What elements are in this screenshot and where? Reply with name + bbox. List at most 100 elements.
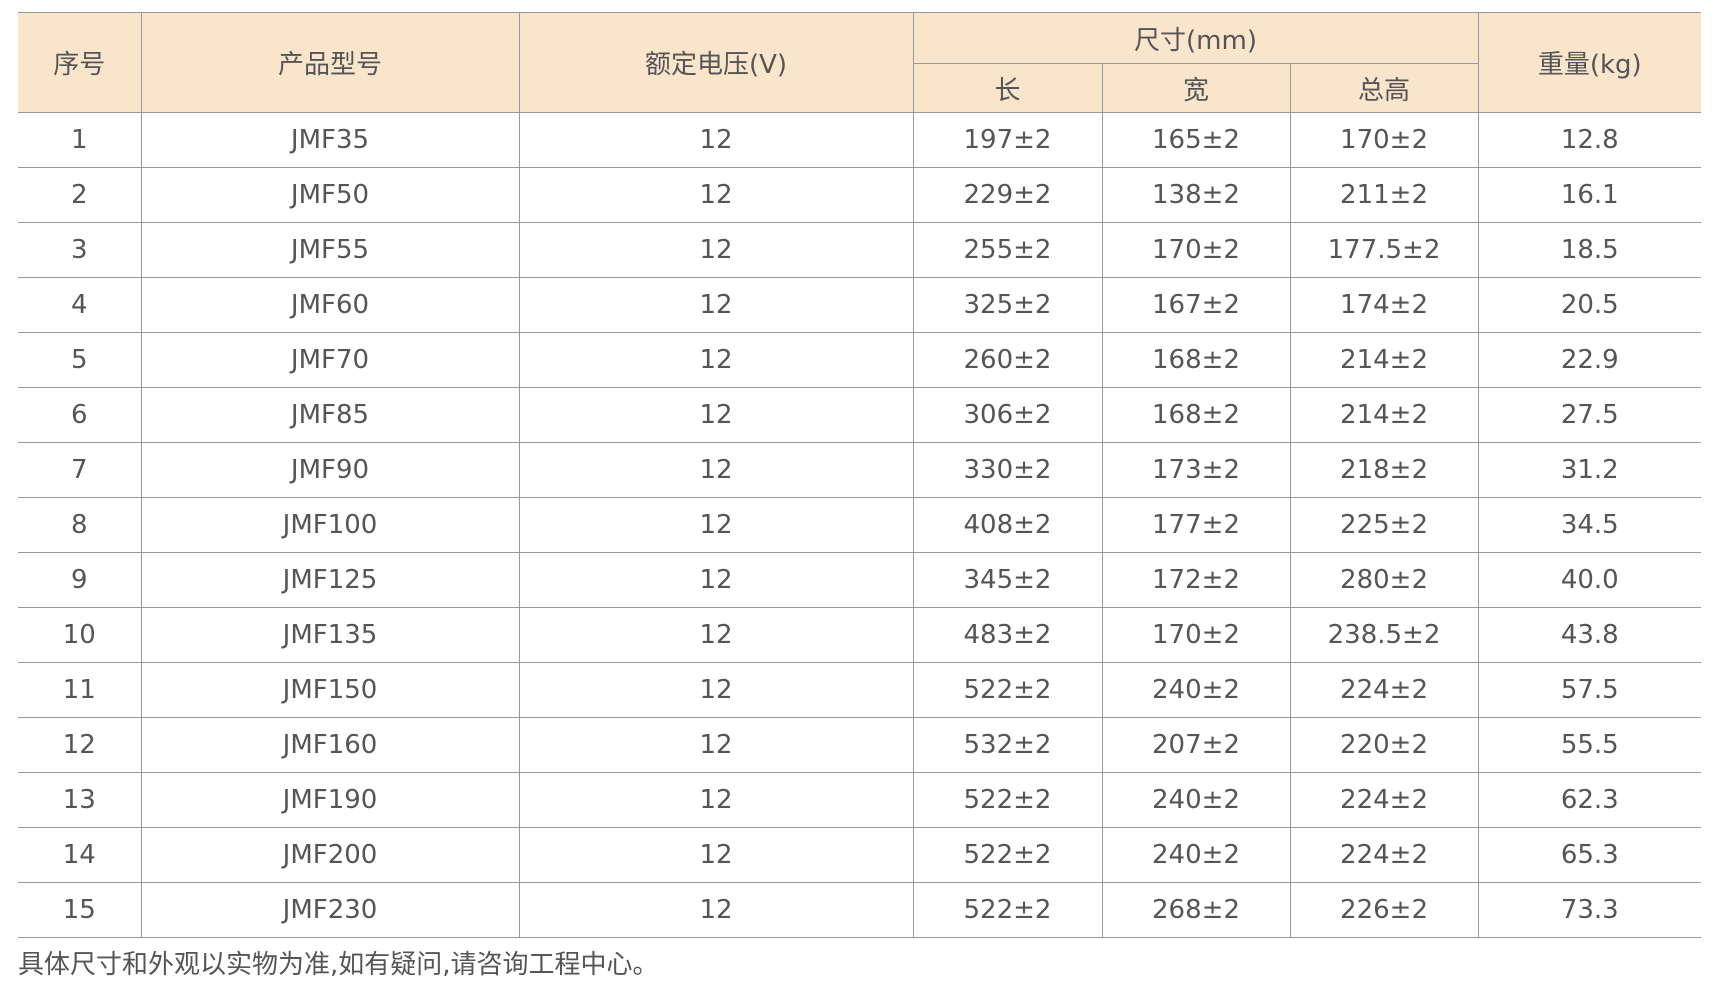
cell-index: 6 <box>18 387 142 443</box>
cell-height: 224±2 <box>1289 662 1479 718</box>
cell-index: 9 <box>18 552 142 608</box>
cell-length: 330±2 <box>912 442 1103 498</box>
cell-voltage: 12 <box>518 882 914 938</box>
cell-length: 522±2 <box>912 662 1103 718</box>
cell-height: 211±2 <box>1289 167 1479 223</box>
cell-height: 224±2 <box>1289 772 1479 828</box>
cell-index: 13 <box>18 772 142 828</box>
header-index: 序号 <box>18 12 142 113</box>
cell-index: 11 <box>18 662 142 718</box>
cell-width: 170±2 <box>1101 222 1291 278</box>
table-row: 14 JMF200 12 522±2 240±2 224±2 65.3 <box>18 827 1702 883</box>
table-row: 5 JMF70 12 260±2 168±2 214±2 22.9 <box>18 332 1702 388</box>
header-height: 总高 <box>1289 63 1479 113</box>
table-body: 1 JMF35 12 197±2 165±2 170±2 12.8 2 JMF50 12 229±2… <box>18 112 1702 938</box>
cell-height: 280±2 <box>1289 552 1479 608</box>
cell-weight: 34.5 <box>1477 497 1702 553</box>
cell-model: JMF100 <box>140 497 520 553</box>
cell-length: 306±2 <box>912 387 1103 443</box>
cell-voltage: 12 <box>518 552 914 608</box>
cell-voltage: 12 <box>518 827 914 883</box>
cell-length: 229±2 <box>912 167 1103 223</box>
cell-width: 240±2 <box>1101 662 1291 718</box>
cell-weight: 12.8 <box>1477 112 1702 168</box>
header-voltage: 额定电压(V) <box>518 12 914 113</box>
cell-weight: 40.0 <box>1477 552 1702 608</box>
cell-weight: 55.5 <box>1477 717 1702 773</box>
cell-index: 8 <box>18 497 142 553</box>
cell-weight: 43.8 <box>1477 607 1702 663</box>
cell-width: 172±2 <box>1101 552 1291 608</box>
table-row: 10 JMF135 12 483±2 170±2 238.5±2 43.8 <box>18 607 1702 663</box>
cell-index: 3 <box>18 222 142 278</box>
cell-voltage: 12 <box>518 772 914 828</box>
header-size: 尺寸(mm) <box>912 12 1479 64</box>
cell-model: JMF200 <box>140 827 520 883</box>
cell-width: 138±2 <box>1101 167 1291 223</box>
cell-index: 1 <box>18 112 142 168</box>
cell-height: 220±2 <box>1289 717 1479 773</box>
cell-index: 15 <box>18 882 142 938</box>
cell-weight: 16.1 <box>1477 167 1702 223</box>
table-row: 13 JMF190 12 522±2 240±2 224±2 62.3 <box>18 772 1702 828</box>
cell-weight: 22.9 <box>1477 332 1702 388</box>
product-spec-table: 序号 产品型号 额定电压(V) 尺寸(mm) 重量(kg) 长 宽 总高 1 JM… <box>18 12 1702 938</box>
cell-model: JMF160 <box>140 717 520 773</box>
cell-model: JMF150 <box>140 662 520 718</box>
cell-weight: 62.3 <box>1477 772 1702 828</box>
cell-height: 170±2 <box>1289 112 1479 168</box>
cell-length: 408±2 <box>912 497 1103 553</box>
header-model: 产品型号 <box>140 12 520 113</box>
cell-model: JMF85 <box>140 387 520 443</box>
cell-model: JMF50 <box>140 167 520 223</box>
cell-height: 218±2 <box>1289 442 1479 498</box>
cell-weight: 18.5 <box>1477 222 1702 278</box>
cell-index: 14 <box>18 827 142 883</box>
cell-model: JMF70 <box>140 332 520 388</box>
cell-width: 168±2 <box>1101 332 1291 388</box>
cell-length: 483±2 <box>912 607 1103 663</box>
cell-index: 5 <box>18 332 142 388</box>
cell-model: JMF135 <box>140 607 520 663</box>
cell-width: 207±2 <box>1101 717 1291 773</box>
header-length: 长 <box>913 63 1103 113</box>
table-row: 4 JMF60 12 325±2 167±2 174±2 20.5 <box>18 277 1702 333</box>
cell-height: 238.5±2 <box>1289 607 1479 663</box>
cell-height: 224±2 <box>1289 827 1479 883</box>
cell-index: 12 <box>18 717 142 773</box>
cell-voltage: 12 <box>518 277 914 333</box>
cell-height: 214±2 <box>1289 332 1479 388</box>
cell-height: 225±2 <box>1289 497 1479 553</box>
cell-width: 170±2 <box>1101 607 1291 663</box>
cell-width: 168±2 <box>1101 387 1291 443</box>
table-row: 6 JMF85 12 306±2 168±2 214±2 27.5 <box>18 387 1702 443</box>
header-width: 宽 <box>1101 63 1291 113</box>
cell-model: JMF35 <box>140 112 520 168</box>
cell-width: 167±2 <box>1101 277 1291 333</box>
cell-length: 345±2 <box>912 552 1103 608</box>
cell-length: 255±2 <box>912 222 1103 278</box>
cell-weight: 31.2 <box>1477 442 1702 498</box>
table-row: 2 JMF50 12 229±2 138±2 211±2 16.1 <box>18 167 1702 223</box>
cell-voltage: 12 <box>518 167 914 223</box>
table-row: 7 JMF90 12 330±2 173±2 218±2 31.2 <box>18 442 1702 498</box>
cell-voltage: 12 <box>518 222 914 278</box>
cell-width: 165±2 <box>1101 112 1291 168</box>
cell-voltage: 12 <box>518 332 914 388</box>
table-row: 15 JMF230 12 522±2 268±2 226±2 73.3 <box>18 882 1702 938</box>
cell-width: 177±2 <box>1101 497 1291 553</box>
cell-length: 325±2 <box>912 277 1103 333</box>
cell-length: 260±2 <box>912 332 1103 388</box>
table-row: 9 JMF125 12 345±2 172±2 280±2 40.0 <box>18 552 1702 608</box>
cell-height: 214±2 <box>1289 387 1479 443</box>
cell-height: 226±2 <box>1289 882 1479 938</box>
cell-weight: 27.5 <box>1477 387 1702 443</box>
cell-voltage: 12 <box>518 662 914 718</box>
cell-height: 174±2 <box>1289 277 1479 333</box>
cell-weight: 57.5 <box>1477 662 1702 718</box>
cell-width: 173±2 <box>1101 442 1291 498</box>
cell-weight: 20.5 <box>1477 277 1702 333</box>
cell-index: 4 <box>18 277 142 333</box>
cell-height: 177.5±2 <box>1289 222 1479 278</box>
table-row: 3 JMF55 12 255±2 170±2 177.5±2 18.5 <box>18 222 1702 278</box>
